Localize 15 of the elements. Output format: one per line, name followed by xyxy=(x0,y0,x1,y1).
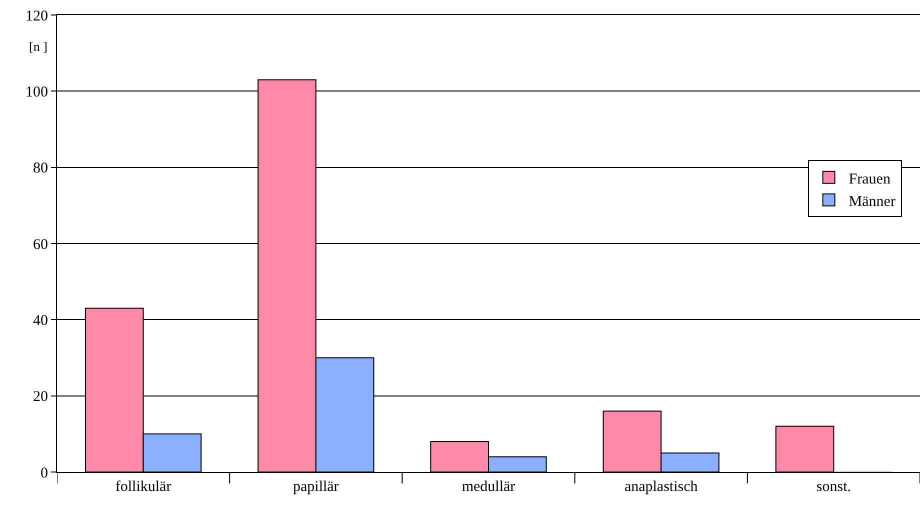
x-tick-label: follikulär xyxy=(115,479,172,495)
x-tick-label: anaplastisch xyxy=(624,479,698,495)
y-tick-label: 40 xyxy=(33,312,48,329)
y-tick-label: 0 xyxy=(40,465,48,482)
legend-label: Frauen xyxy=(848,171,891,188)
x-tick-label: medullär xyxy=(462,479,516,495)
x-tick-label: sonst. xyxy=(816,479,851,495)
legend-label: Männer xyxy=(848,194,896,210)
y-tick-label: 120 xyxy=(26,8,48,24)
y-axis-title: [n ] xyxy=(29,39,48,54)
y-tick-label: 20 xyxy=(33,389,48,406)
y-tick-label: 100 xyxy=(26,84,48,100)
x-tick-label: papillär xyxy=(292,479,339,495)
y-tick-label: 60 xyxy=(33,236,48,253)
y-tick-label: 80 xyxy=(33,160,48,177)
